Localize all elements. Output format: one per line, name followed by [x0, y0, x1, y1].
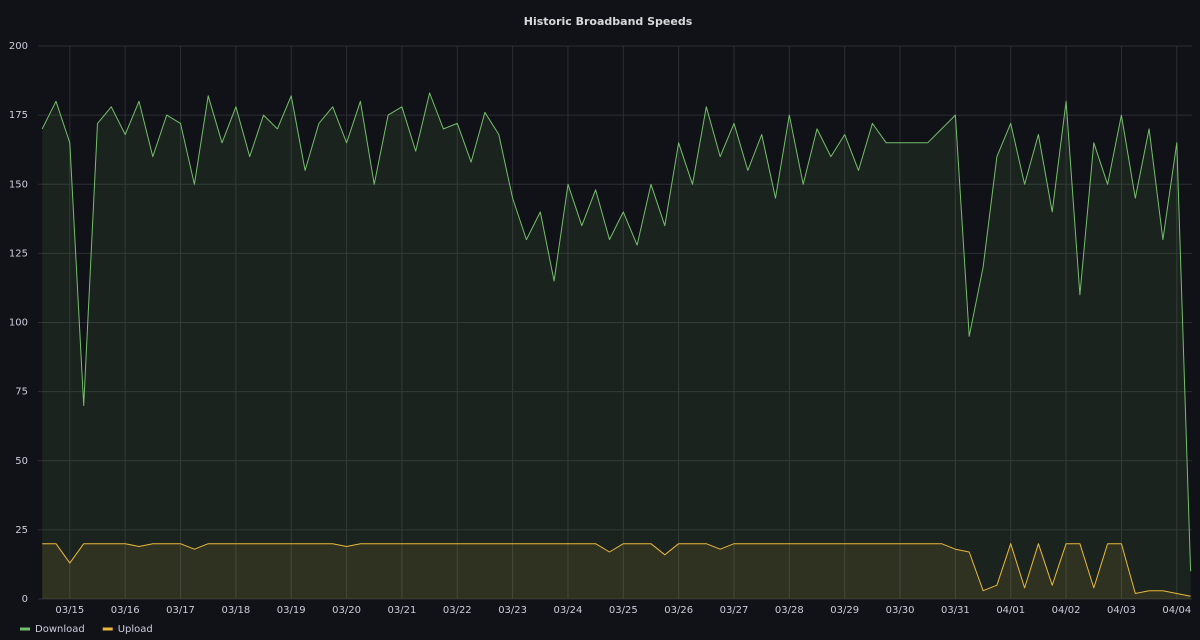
x-tick-label: 03/15 — [55, 605, 84, 616]
series-line — [41, 92, 1192, 572]
x-tick-label: 03/21 — [387, 605, 416, 616]
x-tick-label: 03/18 — [221, 605, 250, 616]
y-tick-label: 100 — [9, 318, 28, 329]
y-tick-label: 125 — [9, 248, 28, 259]
chart-title: Historic Broadband Speeds — [524, 15, 693, 28]
legend-label: Upload — [118, 624, 153, 635]
legend-item: Download — [20, 624, 85, 635]
x-tick-label: 04/01 — [996, 605, 1025, 616]
y-tick-label: 25 — [15, 525, 28, 536]
series-line — [42, 543, 1191, 597]
x-tick-label: 04/03 — [1107, 605, 1136, 616]
x-tick-label: 04/04 — [1162, 605, 1191, 616]
x-tick-label: 03/20 — [332, 605, 361, 616]
x-tick-label: 03/31 — [941, 605, 970, 616]
legend-item: Upload — [102, 624, 153, 635]
x-tick-label: 03/19 — [277, 605, 306, 616]
y-tick-label: 75 — [15, 387, 28, 398]
x-tick-label: 03/27 — [720, 605, 749, 616]
y-tick-label: 200 — [9, 41, 28, 52]
x-tick-label: 03/23 — [498, 605, 527, 616]
x-tick-label: 03/22 — [443, 605, 472, 616]
x-tick-label: 03/29 — [830, 605, 859, 616]
x-tick-label: 03/30 — [886, 605, 915, 616]
y-tick-label: 150 — [9, 179, 28, 190]
series-area — [42, 543, 1191, 599]
y-tick-label: 0 — [22, 594, 28, 605]
x-tick-label: 03/26 — [664, 605, 693, 616]
x-tick-label: 03/25 — [609, 605, 638, 616]
x-tick-label: 03/28 — [775, 605, 804, 616]
x-tick-label: 03/24 — [554, 605, 583, 616]
x-tick-label: 03/17 — [166, 605, 195, 616]
x-tick-label: 04/02 — [1052, 605, 1081, 616]
y-tick-label: 175 — [9, 110, 28, 121]
y-tick-label: 50 — [15, 456, 28, 467]
legend-label: Download — [35, 624, 85, 635]
series-area — [42, 93, 1191, 599]
x-tick-label: 03/16 — [111, 605, 140, 616]
